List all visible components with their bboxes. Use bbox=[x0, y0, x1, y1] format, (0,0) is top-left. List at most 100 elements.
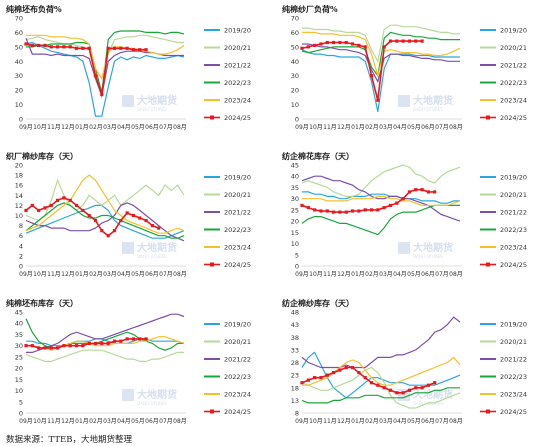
series-line bbox=[302, 191, 460, 204]
data-point bbox=[68, 344, 72, 348]
x-tick-label: 01月 bbox=[351, 124, 365, 131]
x-tick-label: 12月 bbox=[337, 271, 351, 278]
legend-label: 2022/23 bbox=[500, 79, 527, 87]
data-point bbox=[325, 373, 329, 377]
data-point bbox=[388, 203, 393, 207]
data-point bbox=[68, 198, 72, 202]
data-point bbox=[319, 376, 323, 380]
legend-label: 2022/23 bbox=[500, 373, 527, 381]
y-tick-label: 0 bbox=[19, 410, 23, 418]
data-point bbox=[138, 216, 142, 220]
series-line bbox=[25, 202, 185, 239]
legend-marker bbox=[210, 409, 214, 414]
x-tick-label: 07月 bbox=[435, 124, 449, 131]
legend-label: 2019/20 bbox=[500, 174, 527, 182]
watermark-logo-icon bbox=[122, 389, 134, 401]
x-tick-label: 08月 bbox=[449, 418, 463, 425]
x-tick-label: 07月 bbox=[435, 271, 449, 278]
y-tick-label: 28 bbox=[291, 359, 299, 367]
y-tick-label: 0 bbox=[19, 263, 23, 271]
y-tick-label: 35 bbox=[15, 331, 23, 339]
data-point bbox=[81, 208, 85, 213]
x-tick-label: 07月 bbox=[159, 271, 173, 278]
y-tick-label: 20 bbox=[291, 87, 299, 95]
series-line bbox=[25, 202, 185, 242]
x-tick-label: 04月 bbox=[393, 271, 407, 278]
data-point bbox=[369, 74, 374, 78]
watermark-en: DADI FUTURES bbox=[413, 254, 443, 259]
x-tick-label: 09月 bbox=[295, 271, 309, 278]
data-point bbox=[56, 45, 60, 49]
x-tick-label: 06月 bbox=[145, 271, 159, 278]
data-point bbox=[395, 391, 399, 395]
data-point bbox=[68, 45, 72, 49]
series-line bbox=[26, 336, 185, 351]
data-point bbox=[49, 203, 53, 207]
data-point bbox=[426, 190, 430, 194]
data-point bbox=[357, 43, 361, 48]
data-point bbox=[30, 43, 34, 48]
x-tick-label: 03月 bbox=[103, 124, 117, 131]
data-point bbox=[414, 188, 418, 192]
watermark-text: 大地期货 bbox=[413, 94, 453, 107]
y-tick-label: 43 bbox=[291, 321, 299, 329]
data-point bbox=[382, 45, 386, 49]
data-point bbox=[93, 74, 98, 78]
watermark-logo-icon bbox=[398, 242, 410, 254]
data-point bbox=[30, 203, 34, 207]
x-tick-label: 12月 bbox=[337, 418, 351, 425]
series-line bbox=[302, 31, 461, 78]
x-tick-label: 05月 bbox=[407, 418, 421, 425]
data-point bbox=[125, 211, 129, 215]
x-tick-label: 06月 bbox=[421, 418, 435, 425]
chart-title: 织厂棉纱库存（天） bbox=[6, 151, 78, 161]
x-tick-label: 05月 bbox=[131, 418, 145, 425]
data-point bbox=[382, 386, 386, 390]
legend-label: 2023/24 bbox=[224, 391, 251, 399]
data-point bbox=[306, 378, 310, 382]
data-point bbox=[344, 40, 348, 45]
x-tick-label: 03月 bbox=[379, 124, 393, 131]
y-tick-label: 25 bbox=[291, 206, 299, 214]
data-point bbox=[401, 197, 405, 201]
data-point bbox=[131, 337, 136, 341]
chart-title: 纺企棉纱库存（天） bbox=[282, 298, 354, 308]
x-tick-label: 08月 bbox=[449, 271, 463, 278]
y-tick-label: 40 bbox=[291, 173, 299, 181]
y-tick-label: 30 bbox=[291, 72, 299, 80]
x-tick-label: 08月 bbox=[173, 271, 187, 278]
series-line bbox=[301, 49, 460, 112]
y-tick-label: 2 bbox=[19, 252, 23, 260]
series-line bbox=[302, 356, 461, 386]
y-tick-label: 40 bbox=[15, 320, 23, 328]
watermark-en: DADI FUTURES bbox=[137, 107, 167, 112]
chart-title: 纯棉纱厂负荷% bbox=[282, 4, 338, 14]
legend-marker bbox=[210, 262, 214, 267]
y-tick-label: 35 bbox=[291, 184, 299, 192]
y-tick-label: 16 bbox=[15, 182, 23, 190]
data-point bbox=[100, 341, 104, 346]
chart-title: 纯棉坯布库存（天） bbox=[6, 298, 78, 308]
data-point bbox=[363, 208, 367, 212]
y-tick-label: 70 bbox=[15, 15, 23, 23]
series-line bbox=[302, 24, 460, 64]
data-point bbox=[338, 210, 342, 214]
data-point bbox=[144, 337, 148, 341]
watermark-logo-icon bbox=[122, 95, 134, 107]
watermark-en: DADI FUTURES bbox=[137, 401, 167, 406]
data-point bbox=[93, 218, 98, 223]
data-point bbox=[350, 42, 355, 46]
legend-label: 2019/20 bbox=[500, 27, 527, 35]
data-point bbox=[24, 208, 28, 213]
y-tick-label: 30 bbox=[291, 195, 299, 203]
x-tick-label: 10月 bbox=[309, 124, 323, 131]
x-tick-label: 03月 bbox=[379, 271, 393, 278]
legend-label: 2023/24 bbox=[224, 97, 251, 105]
data-point bbox=[388, 388, 393, 392]
data-point bbox=[332, 210, 336, 214]
